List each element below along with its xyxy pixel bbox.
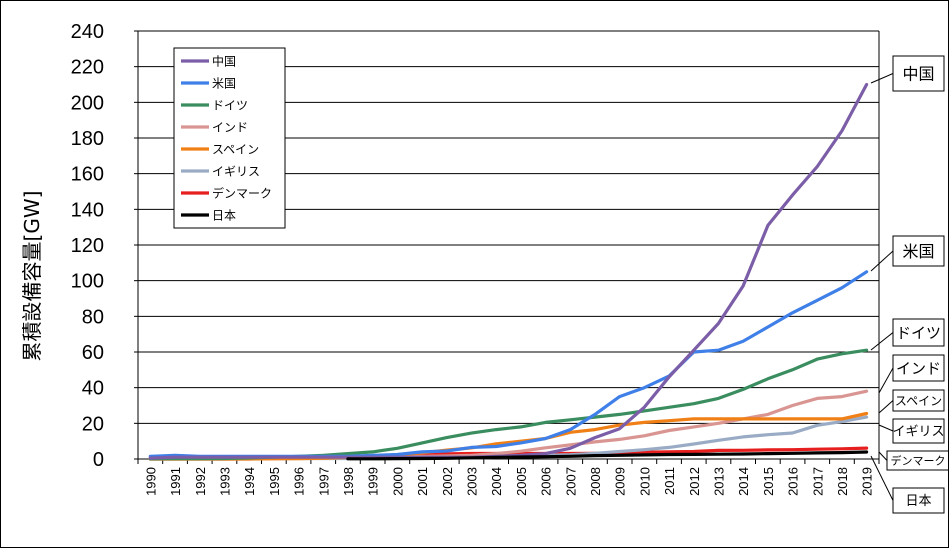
x-tick-label: 1999: [366, 467, 381, 496]
x-tick-label: 2001: [415, 467, 430, 496]
y-tick-label: 160: [71, 164, 104, 186]
y-tick-label: 80: [82, 306, 104, 328]
x-tick-label: 2008: [588, 467, 603, 496]
legend-label: デンマーク: [212, 186, 272, 201]
x-tick-label: 2016: [786, 467, 801, 496]
callout-box: [892, 354, 945, 382]
y-tick-label: 40: [82, 378, 104, 400]
x-tick-label: 2002: [440, 467, 455, 496]
x-tick-label: 1991: [168, 467, 183, 496]
y-tick-label: 20: [82, 413, 104, 435]
y-axis-label: 累積設備容量[GW]: [20, 191, 44, 362]
y-tick-label: 140: [71, 199, 104, 221]
x-tick-label: 1997: [316, 467, 331, 496]
callout-leader: [878, 424, 894, 432]
x-tick-label: 2013: [711, 467, 726, 496]
callout-box: [892, 418, 945, 444]
x-tick-label: 2004: [489, 467, 504, 496]
x-tick-label: 2017: [810, 467, 825, 496]
callout-label: インド: [896, 359, 941, 377]
series-line-8: [346, 450, 869, 461]
legend-label: イギリス: [212, 165, 260, 179]
callout-leader: [870, 332, 894, 351]
x-tick-label: 1990: [143, 467, 158, 496]
x-tick-label: 2011: [662, 467, 677, 495]
callout-box: [892, 235, 945, 267]
callout-leader: [878, 451, 888, 461]
callout-label: イギリス: [892, 425, 944, 440]
x-tick-label: 2000: [390, 467, 405, 496]
x-tick-label: 2019: [860, 467, 875, 496]
x-tick-label: 2007: [563, 467, 578, 496]
callout-label: スペイン: [895, 394, 942, 408]
x-tick-label: 2012: [687, 467, 702, 496]
callout-leader: [878, 367, 894, 394]
x-tick-label: 1994: [242, 467, 257, 496]
callout-label: 中国: [902, 64, 934, 83]
callout-box: [886, 450, 948, 471]
x-tick-label: 2005: [514, 467, 529, 496]
callout-leader: [870, 455, 894, 501]
x-tick-label: 1998: [341, 467, 356, 496]
callout-label: 米国: [902, 242, 934, 261]
callout-box: [892, 318, 945, 347]
legend-label: 米国: [212, 77, 236, 91]
legend-label: インド: [212, 121, 248, 135]
x-tick-label: 1995: [267, 467, 282, 496]
y-tick-label: 220: [71, 57, 104, 79]
x-tick-label: 1992: [193, 467, 208, 496]
y-tick-label: 0: [93, 449, 104, 471]
x-tick-label: 2018: [835, 467, 850, 496]
x-tick-label: 1993: [217, 467, 232, 496]
legend-label: ドイツ: [212, 99, 248, 113]
callout-label: デンマーク: [891, 453, 946, 467]
x-tick-label: 2006: [539, 467, 554, 496]
y-tick-label: 240: [71, 21, 104, 43]
callout-box: [892, 389, 945, 412]
x-tick-label: 2003: [464, 467, 479, 496]
legend-label: スペイン: [212, 143, 259, 157]
callout-box: [892, 55, 945, 92]
legend-label: 日本: [212, 209, 236, 223]
x-tick-label: 2009: [613, 467, 628, 496]
callout-label: 日本: [905, 494, 931, 509]
y-tick-label: 200: [71, 92, 104, 114]
legend-label: 中国: [212, 54, 236, 69]
y-tick-label: 180: [71, 128, 104, 150]
callout-leader: [870, 250, 894, 272]
x-tick-label: 2015: [761, 467, 776, 496]
x-tick-label: 2014: [736, 467, 751, 496]
callout-leader: [878, 400, 894, 414]
y-tick-label: 100: [71, 271, 104, 293]
callout-label: ドイツ: [896, 324, 941, 342]
callout-box: [892, 487, 945, 514]
x-tick-label: 1996: [292, 467, 307, 496]
legend-box: [173, 47, 286, 229]
callout-leader: [870, 73, 894, 84]
y-tick-label: 120: [71, 235, 104, 257]
y-tick-label: 60: [82, 342, 104, 364]
x-tick-label: 2010: [637, 467, 652, 496]
